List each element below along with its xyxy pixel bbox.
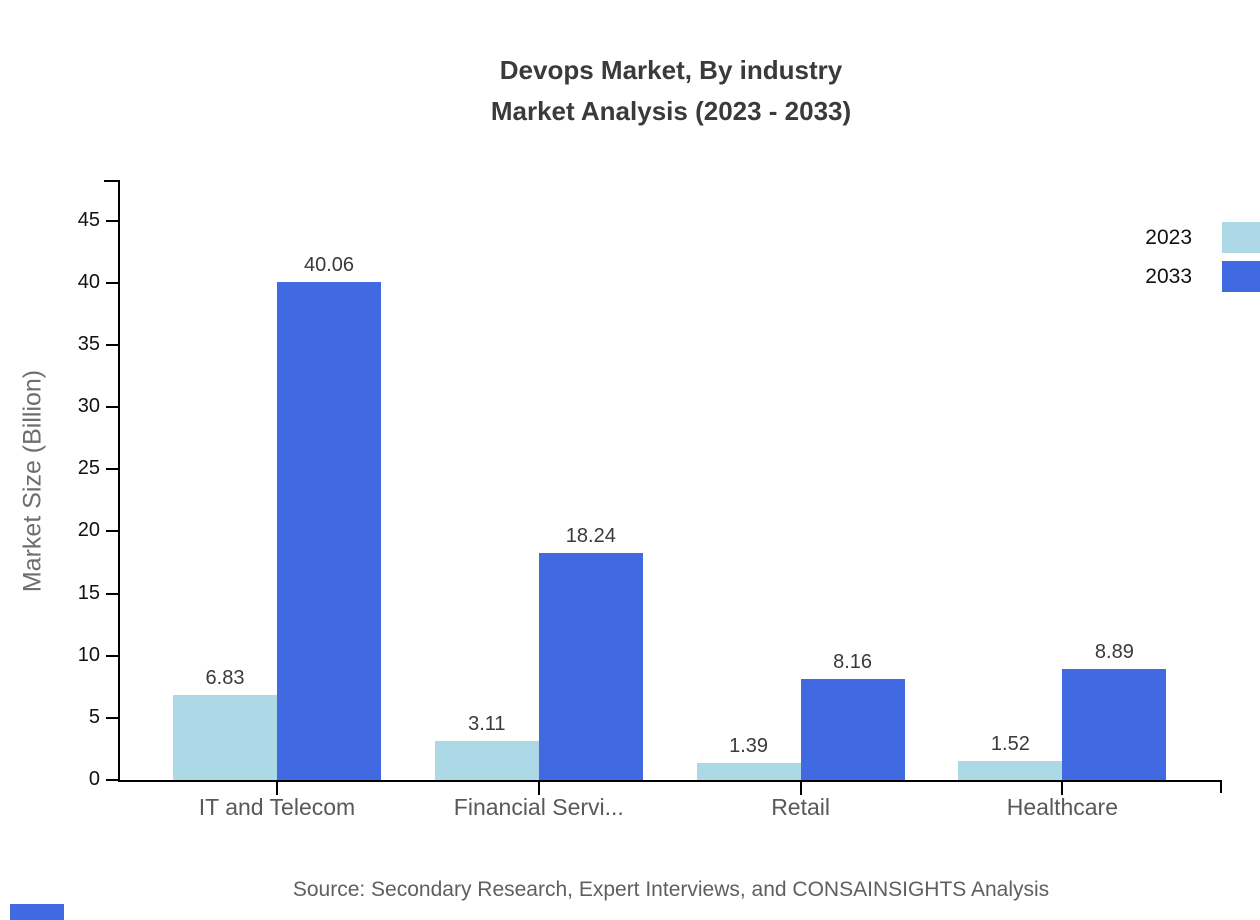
y-tick-mark (106, 654, 118, 657)
bar-value-label: 1.39 (729, 735, 769, 757)
chart-title-line1: Devops Market, By industry (499, 55, 843, 85)
chart-title-line2: Market Analysis (2023 - 2033) (490, 96, 852, 126)
legend-swatch (1222, 261, 1260, 292)
y-tick-mark (106, 219, 118, 222)
y-tick-mark (106, 281, 118, 284)
x-axis-end-cap (1220, 780, 1222, 793)
y-axis-top-cap (104, 180, 118, 182)
bar-2023 (696, 763, 801, 780)
y-tick-label: 0 (88, 768, 100, 790)
bar-value-label: 8.89 (1094, 641, 1134, 663)
y-axis-line (118, 180, 120, 782)
bar-2033 (800, 679, 905, 780)
chart-title: Devops Market, By industry Market Analys… (120, 50, 1222, 132)
x-category-label: Financial Servi... (453, 794, 624, 820)
y-tick-mark (106, 716, 118, 719)
x-tick-mark (1061, 782, 1064, 795)
legend-item-2023: 2023 (1145, 222, 1260, 253)
y-tick-label: 40 (77, 270, 100, 293)
legend-swatch (1222, 222, 1260, 253)
legend-label: 2033 (1145, 264, 1192, 288)
bar-value-label: 6.83 (205, 667, 245, 689)
source-note: Source: Secondary Research, Expert Inter… (292, 878, 1050, 901)
x-tick-mark (537, 782, 540, 795)
y-tick-mark (106, 343, 118, 346)
bar-value-label: 1.52 (990, 733, 1030, 755)
x-category-label: Healthcare (1006, 794, 1119, 820)
legend-label: 2023 (1145, 225, 1192, 249)
y-tick-label: 35 (77, 332, 100, 355)
bar-2023 (434, 741, 539, 780)
y-tick-label: 10 (77, 643, 100, 666)
bar-2033 (1062, 669, 1167, 780)
bar-2023 (958, 761, 1063, 780)
y-tick-label: 30 (77, 395, 100, 417)
bar-value-label: 3.11 (468, 713, 506, 735)
y-tick-mark (106, 592, 118, 595)
y-tick-label: 45 (77, 208, 100, 231)
y-tick-mark (106, 406, 118, 408)
y-tick-mark (106, 779, 118, 781)
bar-2033 (538, 553, 643, 780)
legend-item-2033: 2033 (1145, 261, 1260, 292)
bar-2033 (277, 282, 381, 780)
x-tick-mark (799, 782, 802, 795)
y-tick-label: 20 (77, 519, 100, 542)
x-category-label: IT and Telecom (198, 794, 356, 820)
bar-value-label: 8.16 (833, 651, 873, 673)
legend: 2023 2033 (1145, 222, 1260, 300)
y-tick-label: 5 (88, 705, 100, 728)
x-category-label: Retail (771, 794, 830, 820)
bar-value-label: 18.24 (565, 525, 616, 547)
y-tick-mark (106, 468, 118, 471)
bar-value-label: 40.06 (303, 254, 355, 276)
x-tick-mark (276, 782, 278, 795)
y-tick-label: 15 (77, 581, 100, 604)
brand-bar (10, 904, 64, 920)
x-axis-line (118, 780, 1222, 782)
y-tick-label: 25 (77, 457, 100, 480)
bar-2023 (173, 695, 277, 780)
y-tick-mark (106, 530, 118, 533)
